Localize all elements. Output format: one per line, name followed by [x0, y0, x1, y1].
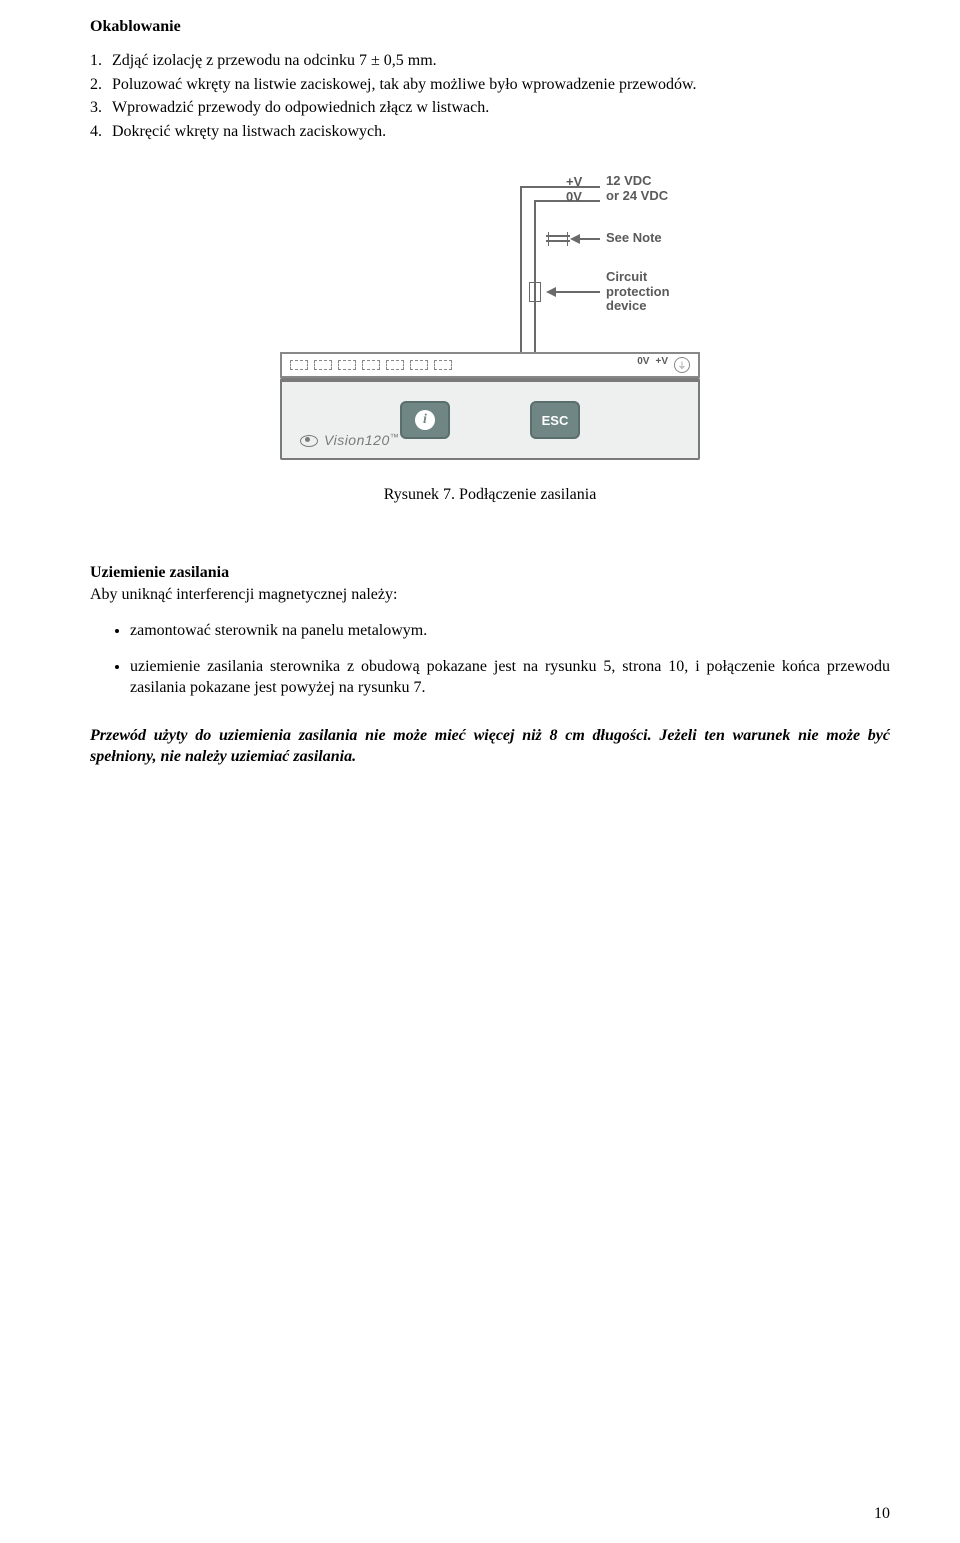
label-term-plus-v: +V	[655, 356, 668, 367]
esc-button: ESC	[530, 401, 580, 439]
brand-text: Vision120	[324, 432, 390, 448]
terminal-slot	[410, 360, 428, 370]
terminal-slot	[290, 360, 308, 370]
step-number: 3.	[90, 97, 112, 119]
warning-note: Przewód użyty do uziemienia zasilania ni…	[90, 725, 890, 768]
terminal-slot	[386, 360, 404, 370]
arrow-icon	[570, 234, 580, 244]
step-number: 4.	[90, 121, 112, 143]
label-plus-v: +V	[566, 174, 582, 189]
wiring-diagram: +V 0V 12 VDC or 24 VDC See Note Circuit …	[280, 182, 700, 460]
steps-list: 1. Zdjąć izolację z przewodu na odcinku …	[90, 50, 890, 142]
list-item: 2. Poluzować wkręty na listwie zaciskowe…	[90, 74, 890, 96]
step-text: Dokręcić wkręty na listwach zaciskowych.	[112, 121, 890, 143]
list-item: zamontować sterownik na panelu metalowym…	[130, 620, 890, 642]
label-voltage: 12 VDC or 24 VDC	[606, 174, 668, 203]
device-brand: Vision120™	[300, 432, 399, 448]
list-item: 1. Zdjąć izolację z przewodu na odcinku …	[90, 50, 890, 72]
fuse-icon	[548, 232, 568, 246]
protection-device-icon	[529, 282, 541, 302]
terminal-strip: ⏚ 0V +V	[280, 352, 700, 378]
device-front-panel: Vision120™ i ESC	[280, 378, 700, 460]
page-number: 10	[874, 1505, 890, 1523]
list-item: 4. Dokręcić wkręty na listwach zaciskowy…	[90, 121, 890, 143]
arrow-icon	[546, 287, 556, 297]
terminal-slot	[338, 360, 356, 370]
list-item: uziemienie zasilania sterownika z obudow…	[130, 656, 890, 699]
step-number: 2.	[90, 74, 112, 96]
section-heading-wiring: Okablowanie	[90, 18, 890, 36]
eye-icon	[300, 435, 318, 447]
figure-7: +V 0V 12 VDC or 24 VDC See Note Circuit …	[90, 182, 890, 504]
bullet-list: zamontować sterownik na panelu metalowym…	[90, 620, 890, 699]
section-heading-grounding: Uziemienie zasilania	[90, 564, 890, 582]
trademark-symbol: ™	[390, 432, 400, 442]
figure-caption: Rysunek 7. Podłączenie zasilania	[384, 486, 597, 504]
info-button: i	[400, 401, 450, 439]
info-icon: i	[415, 410, 435, 430]
label-0v: 0V	[566, 189, 582, 204]
list-item: 3. Wprowadzić przewody do odpowiednich z…	[90, 97, 890, 119]
terminal-slot	[362, 360, 380, 370]
step-text: Poluzować wkręty na listwie zaciskowej, …	[112, 74, 890, 96]
document-page: Okablowanie 1. Zdjąć izolację z przewodu…	[0, 0, 960, 1543]
step-number: 1.	[90, 50, 112, 72]
label-cpd: Circuit protection device	[606, 270, 670, 313]
wiring-lines: +V 0V 12 VDC or 24 VDC See Note Circuit …	[370, 182, 700, 352]
step-text: Wprowadzić przewody do odpowiednich złąc…	[112, 97, 890, 119]
terminal-slot	[434, 360, 452, 370]
terminal-slot	[314, 360, 332, 370]
ground-icon: ⏚	[674, 357, 690, 373]
label-term-0v: 0V	[637, 356, 649, 367]
label-see-note: See Note	[606, 230, 662, 245]
intro-text: Aby uniknąć interferencji magnetycznej n…	[90, 584, 890, 606]
step-text: Zdjąć izolację z przewodu na odcinku 7 ±…	[112, 50, 890, 72]
terminal-labels: 0V +V	[637, 356, 668, 367]
